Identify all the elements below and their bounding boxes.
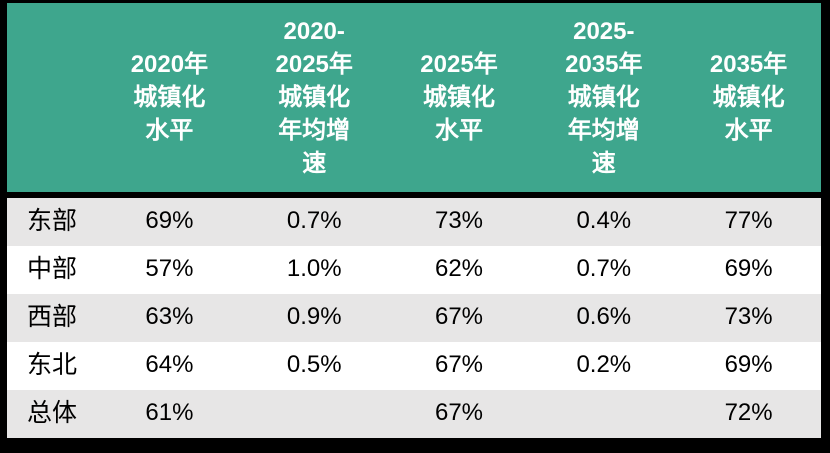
data-cell: 0.6% [576, 303, 632, 330]
table-row-east: 东部 69% 0.7% 73% 0.4% 77% [7, 198, 821, 246]
data-cell: 69% [724, 351, 773, 378]
data-cell: 0.9% [286, 303, 342, 330]
data-cell: 0.7% [286, 207, 342, 234]
data-cell: 1.0% [286, 255, 342, 282]
data-cell: 69% [145, 207, 194, 234]
data-cell: 67% [434, 303, 484, 330]
data-cell: 0.7% [576, 255, 632, 282]
data-cell: 64% [145, 351, 194, 378]
data-cell [242, 390, 387, 438]
row-header: 中部 [26, 254, 77, 283]
table-row-total: 总体 61% 67% 72% [7, 390, 821, 438]
data-cell: 61% [145, 399, 194, 426]
data-cell: 73% [434, 207, 484, 234]
data-cell: 0.2% [576, 351, 632, 378]
row-header: 东北 [26, 350, 77, 379]
data-cell: 62% [434, 255, 484, 282]
row-header: 西部 [26, 302, 77, 331]
data-cell: 72% [724, 399, 773, 426]
data-cell [531, 390, 676, 438]
data-cell: 67% [434, 399, 484, 426]
data-cell: 57% [145, 255, 194, 282]
column-header-2025-level: 2025年 城镇化 水平 [420, 51, 498, 144]
column-header-2025-2035-growth: 2025- 2035年 城镇化 年均增 速 [565, 18, 643, 177]
data-cell: 77% [724, 207, 773, 234]
data-cell: 69% [724, 255, 773, 282]
table-header-row: 2020年 城镇化 水平 2020- 2025年 城镇化 年均增 速 2025年… [7, 3, 821, 198]
table-row-northeast: 东北 64% 0.5% 67% 0.2% 69% [7, 342, 821, 390]
data-cell: 67% [434, 351, 484, 378]
row-header: 总体 [26, 398, 77, 427]
table-row-central: 中部 57% 1.0% 62% 0.7% 69% [7, 246, 821, 294]
table-row-west: 西部 63% 0.9% 67% 0.6% 73% [7, 294, 821, 342]
header-corner-cell [7, 3, 97, 192]
data-cell: 0.5% [286, 351, 342, 378]
column-header-2020-level: 2020年 城镇化 水平 [130, 51, 209, 144]
data-cell: 0.4% [576, 207, 632, 234]
data-cell: 73% [724, 303, 773, 330]
data-cell: 63% [145, 303, 194, 330]
row-header: 东部 [26, 206, 77, 235]
column-header-2020-2025-growth: 2020- 2025年 城镇化 年均增 速 [275, 18, 353, 177]
column-header-2035-level: 2035年 城镇化 水平 [709, 51, 788, 144]
